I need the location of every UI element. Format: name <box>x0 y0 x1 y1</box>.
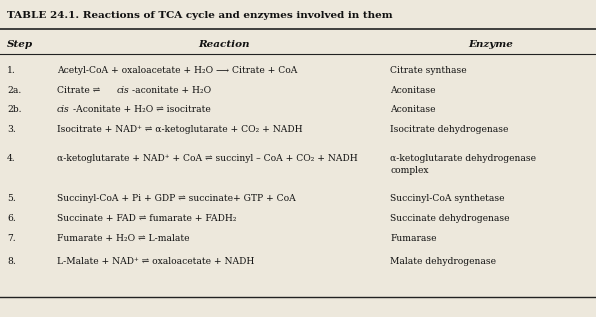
Text: 6.: 6. <box>7 214 16 223</box>
Text: Aconitase: Aconitase <box>390 86 436 94</box>
Text: -aconitate + H₂O: -aconitate + H₂O <box>132 86 212 94</box>
Text: Aconitase: Aconitase <box>390 105 436 114</box>
Text: Citrate ⇌: Citrate ⇌ <box>57 86 103 94</box>
Text: Fumarase: Fumarase <box>390 234 437 243</box>
Text: Succinate dehydrogenase: Succinate dehydrogenase <box>390 214 510 223</box>
Text: 5.: 5. <box>7 194 16 203</box>
Text: Isocitrate + NAD⁺ ⇌ α-ketoglutarate + CO₂ + NADH: Isocitrate + NAD⁺ ⇌ α-ketoglutarate + CO… <box>57 125 302 134</box>
Text: 2a.: 2a. <box>7 86 21 94</box>
Text: 3.: 3. <box>7 125 16 134</box>
Text: Succinyl-CoA synthetase: Succinyl-CoA synthetase <box>390 194 505 203</box>
Text: 7.: 7. <box>7 234 15 243</box>
Text: 4.: 4. <box>7 154 15 163</box>
Text: 2b.: 2b. <box>7 105 21 114</box>
Text: 1.: 1. <box>7 66 16 74</box>
Text: Malate dehydrogenase: Malate dehydrogenase <box>390 257 496 266</box>
Text: Succinyl-CoA + Pi + GDP ⇌ succinate+ GTP + CoA: Succinyl-CoA + Pi + GDP ⇌ succinate+ GTP… <box>57 194 296 203</box>
Text: Acetyl-CoA + oxaloacetate + H₂O ⟶ Citrate + CoA: Acetyl-CoA + oxaloacetate + H₂O ⟶ Citrat… <box>57 66 297 74</box>
Text: cis: cis <box>57 105 69 114</box>
Text: α-ketoglutarate + NAD⁺ + CoA ⇌ succinyl – CoA + CO₂ + NADH: α-ketoglutarate + NAD⁺ + CoA ⇌ succinyl … <box>57 154 358 163</box>
Text: cis: cis <box>116 86 129 94</box>
Text: Fumarate + H₂O ⇌ L-malate: Fumarate + H₂O ⇌ L-malate <box>57 234 189 243</box>
Text: α-ketoglutarate dehydrogenase
complex: α-ketoglutarate dehydrogenase complex <box>390 154 536 175</box>
Text: Step: Step <box>7 40 33 49</box>
Text: Enzyme: Enzyme <box>468 40 513 49</box>
Text: Citrate synthase: Citrate synthase <box>390 66 467 74</box>
Text: -Aconitate + H₂O ⇌ isocitrate: -Aconitate + H₂O ⇌ isocitrate <box>73 105 210 114</box>
Text: 8.: 8. <box>7 257 16 266</box>
Text: L-Malate + NAD⁺ ⇌ oxaloacetate + NADH: L-Malate + NAD⁺ ⇌ oxaloacetate + NADH <box>57 257 254 266</box>
Text: Isocitrate dehydrogenase: Isocitrate dehydrogenase <box>390 125 509 134</box>
Text: TABLE 24.1. Reactions of TCA cycle and enzymes involved in them: TABLE 24.1. Reactions of TCA cycle and e… <box>7 11 393 20</box>
Text: Succinate + FAD ⇌ fumarate + FADH₂: Succinate + FAD ⇌ fumarate + FADH₂ <box>57 214 236 223</box>
Text: Reaction: Reaction <box>198 40 249 49</box>
